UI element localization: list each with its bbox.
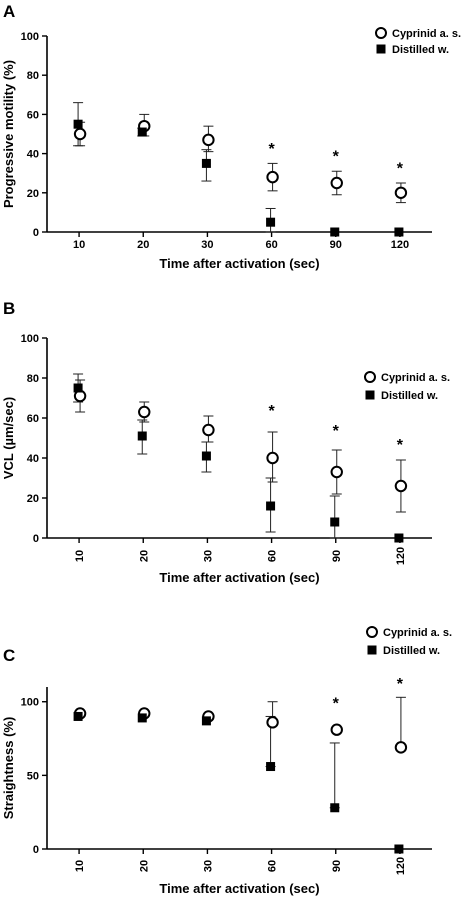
y-tick-label: 40	[27, 149, 39, 161]
data-point-circle	[266, 451, 279, 465]
legend-label: Distilled w.	[383, 645, 440, 657]
y-axis-title: VCL (µm/sec)	[1, 397, 16, 479]
y-tick-label: 80	[27, 70, 39, 82]
x-tick-label: 10	[73, 239, 85, 251]
data-point-square	[266, 762, 276, 772]
data-point-circle	[266, 716, 279, 729]
data-point-square	[394, 227, 404, 237]
x-tick-label: 20	[137, 239, 149, 251]
x-axis-title: Time after activation (sec)	[159, 256, 319, 271]
y-axis-title: Progressive motility (%)	[1, 60, 16, 208]
y-tick-label: 80	[27, 373, 39, 385]
data-point-square	[201, 158, 211, 168]
data-point-circle	[394, 741, 408, 754]
data-point-square	[394, 844, 404, 854]
data-point-square	[73, 711, 83, 721]
x-tick-label: 120	[391, 239, 409, 251]
y-tick-label: 100	[21, 333, 39, 345]
panel-letter: B	[3, 299, 15, 318]
significance-star: *	[333, 695, 340, 712]
data-point-square	[330, 803, 340, 813]
panel-letter: C	[3, 646, 15, 665]
x-tick-label: 30	[202, 550, 214, 562]
significance-star: *	[333, 149, 340, 166]
data-point-square	[137, 431, 147, 441]
data-point-square	[137, 127, 147, 137]
y-tick-label: 60	[27, 413, 39, 425]
y-tick-label: 20	[27, 188, 39, 200]
legend-label: Cyprinid a. s.	[381, 372, 450, 384]
x-tick-label: 30	[202, 860, 214, 872]
data-point-circle	[73, 127, 87, 141]
legend-marker-square	[365, 390, 375, 400]
data-point-square	[137, 713, 147, 723]
x-tick-label: 120	[395, 547, 407, 565]
x-tick-label: 120	[395, 857, 407, 875]
legend-marker-circle	[364, 371, 376, 383]
x-tick-label: 90	[330, 239, 342, 251]
data-point-square	[330, 227, 340, 237]
x-tick-label: 60	[267, 550, 279, 562]
data-point-circle	[266, 170, 279, 184]
x-tick-label: 60	[265, 239, 277, 251]
significance-star: *	[397, 676, 404, 693]
data-point-square	[266, 217, 276, 227]
x-tick-label: 30	[201, 239, 213, 251]
legend-marker-square	[367, 645, 377, 655]
x-tick-label: 90	[331, 550, 343, 562]
x-tick-label: 10	[74, 550, 86, 562]
significance-star: *	[268, 141, 275, 158]
data-point-circle	[394, 479, 408, 493]
panel-letter: A	[3, 2, 15, 21]
data-point-square	[73, 119, 83, 129]
y-tick-label: 50	[27, 770, 39, 782]
y-tick-label: 0	[33, 227, 39, 239]
x-tick-label: 90	[331, 860, 343, 872]
data-point-square	[330, 517, 340, 527]
data-point-circle	[330, 723, 343, 736]
legend-label: Cyprinid a. s.	[392, 28, 461, 40]
significance-star: *	[333, 423, 340, 440]
data-point-circle	[202, 133, 215, 147]
data-point-circle	[138, 405, 151, 419]
y-tick-label: 100	[21, 697, 39, 709]
data-point-square	[201, 451, 211, 461]
data-point-square	[394, 533, 404, 543]
y-tick-label: 0	[33, 533, 39, 545]
legend-marker-circle	[366, 626, 378, 638]
data-point-circle	[202, 423, 215, 437]
y-tick-label: 100	[21, 31, 39, 43]
data-point-circle	[330, 465, 343, 479]
data-point-circle	[394, 186, 408, 200]
data-point-square	[266, 501, 276, 511]
y-axis-title: Straightness (%)	[1, 717, 16, 820]
y-tick-label: 40	[27, 453, 39, 465]
data-point-square	[201, 716, 211, 726]
x-axis-title: Time after activation (sec)	[159, 570, 319, 585]
legend-label: Cyprinid a. s.	[383, 627, 452, 639]
x-tick-label: 10	[74, 860, 86, 872]
y-tick-label: 0	[33, 844, 39, 856]
legend-label: Distilled w.	[381, 390, 438, 402]
data-point-square	[73, 383, 83, 393]
x-tick-label: 20	[138, 860, 150, 872]
x-tick-label: 60	[267, 860, 279, 872]
significance-star: *	[397, 437, 404, 454]
significance-star: *	[397, 160, 404, 177]
x-axis-title: Time after activation (sec)	[159, 881, 319, 896]
legend-label: Distilled w.	[392, 44, 449, 56]
data-point-circle	[330, 176, 343, 190]
x-tick-label: 20	[138, 550, 150, 562]
y-tick-label: 20	[27, 493, 39, 505]
legend-marker-circle	[375, 27, 387, 39]
y-tick-label: 60	[27, 109, 39, 121]
significance-star: *	[268, 403, 275, 420]
legend-marker-square	[376, 44, 386, 54]
